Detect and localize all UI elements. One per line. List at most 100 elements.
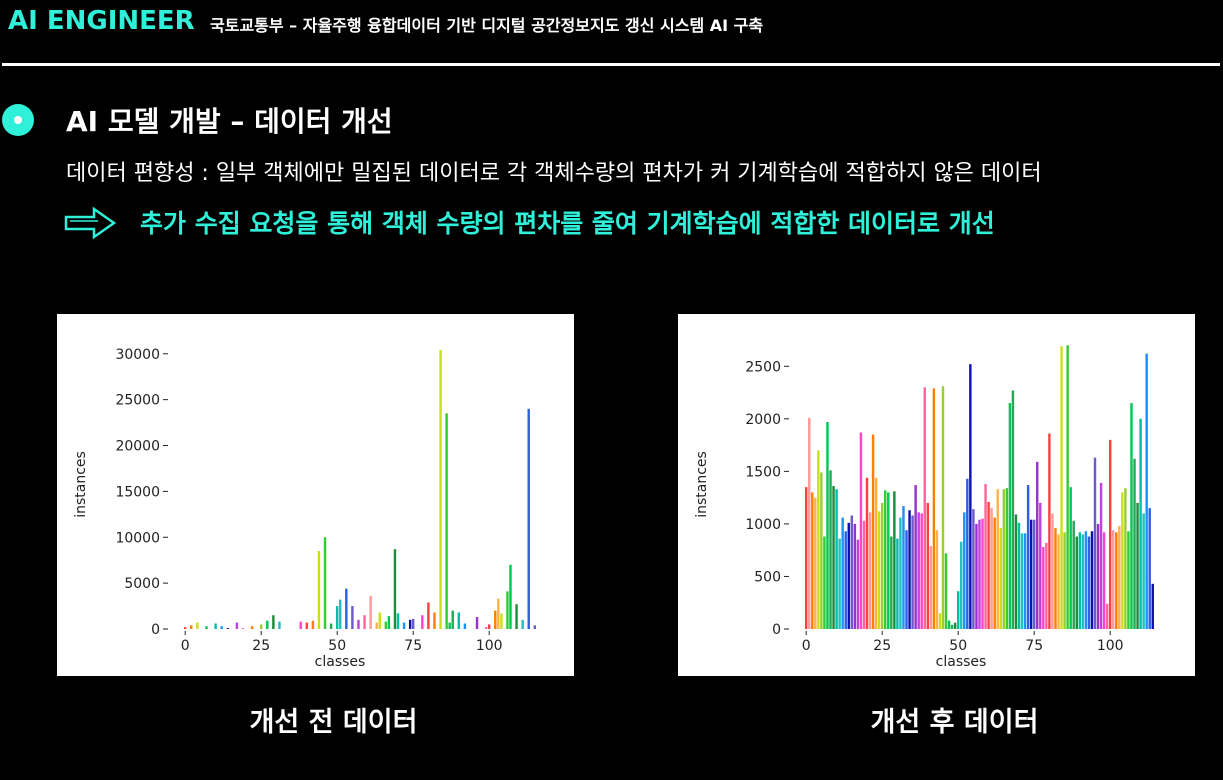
bar [1020, 533, 1024, 629]
x-tick-label: 50 [328, 638, 346, 654]
bar [981, 518, 984, 629]
bar [393, 549, 397, 629]
bar [299, 621, 302, 629]
y-tick-label: 15000 [115, 484, 160, 500]
bar [914, 485, 917, 629]
bar [1099, 482, 1103, 629]
x-tick-label: 100 [476, 638, 503, 654]
y-tick-label: 0 [151, 622, 160, 638]
bar [402, 622, 406, 629]
bar [1029, 519, 1033, 629]
bar [929, 545, 933, 629]
bar [500, 613, 503, 629]
y-axis-label: instances [73, 451, 89, 518]
y-axis-label: instances [694, 451, 710, 518]
bar [205, 626, 208, 629]
x-tick-label: 75 [1025, 638, 1043, 654]
bar [896, 538, 899, 629]
bar [235, 622, 239, 629]
bar [987, 501, 990, 629]
bar [1039, 502, 1042, 629]
bar [1045, 542, 1048, 629]
bar [1011, 390, 1015, 629]
bar [1142, 513, 1145, 629]
y-tick-label: 20000 [115, 439, 160, 455]
bar [814, 497, 817, 629]
bar [1136, 502, 1139, 629]
bar [1002, 489, 1006, 629]
bar [1084, 531, 1088, 629]
y-tick-label: 5000 [124, 576, 160, 592]
bar [220, 626, 223, 629]
bar [808, 417, 811, 629]
bar [506, 591, 509, 629]
bar [1063, 532, 1066, 629]
chart-box: 0 5000 10000 15000 20000 25000 30000 0 25 50 75 100… [57, 314, 574, 676]
bar [278, 621, 281, 629]
bar [877, 511, 881, 629]
bar [859, 432, 863, 629]
bar [966, 478, 969, 629]
bar [868, 512, 872, 629]
header-title: 국토교통부 – 자율주행 융합데이터 기반 디지털 공간정보지도 갱신 시스템 … [210, 16, 764, 35]
bar [1096, 523, 1100, 629]
bar [521, 619, 524, 629]
x-tick-label: 50 [949, 638, 967, 654]
bar [1124, 488, 1127, 629]
bar [996, 489, 999, 629]
bar [844, 531, 847, 629]
bar [811, 492, 814, 629]
bar [339, 599, 342, 629]
bar [874, 477, 878, 629]
chart-box: 0 500 1000 1500 2000 2500 0 25 50 75 100 classes ins… [678, 314, 1195, 676]
bar [838, 538, 841, 629]
bar [884, 490, 887, 629]
bar [317, 551, 321, 629]
bar [1026, 485, 1030, 629]
bar [902, 506, 905, 629]
x-axis-label: classes [315, 654, 366, 670]
bar [899, 517, 902, 629]
y-tick-label: 1500 [745, 464, 781, 480]
bar [993, 517, 996, 629]
bar [1148, 508, 1151, 629]
bar [427, 602, 430, 629]
bar [890, 536, 893, 629]
bar [475, 617, 479, 629]
bar [847, 522, 850, 629]
bar [826, 421, 829, 629]
bar [950, 624, 954, 629]
bar [272, 615, 275, 629]
bar [533, 625, 537, 629]
x-tick-label: 100 [1097, 638, 1124, 654]
chart-caption: 개선 전 데이터 [249, 707, 418, 738]
bar [515, 604, 518, 629]
y-tick-label: 25000 [115, 393, 160, 409]
bar [451, 610, 454, 629]
y-tick-label: 2000 [745, 412, 781, 428]
bar [509, 564, 512, 629]
bar [190, 625, 193, 629]
bar [804, 487, 808, 629]
bar [960, 541, 963, 629]
bar [984, 483, 987, 629]
bar [305, 622, 309, 629]
bar [862, 520, 866, 629]
bar [439, 350, 442, 629]
bar [1042, 547, 1045, 629]
bar [932, 388, 936, 629]
bar [990, 508, 993, 629]
bar [1130, 403, 1133, 629]
bar [497, 598, 500, 629]
bar [1093, 457, 1097, 629]
bar [832, 486, 835, 629]
x-tick-label: 25 [873, 638, 891, 654]
bar [841, 517, 844, 629]
bar [351, 606, 354, 629]
bar [1112, 530, 1115, 629]
bar [1127, 531, 1130, 629]
bar [820, 472, 823, 629]
bar [975, 523, 978, 629]
bar [999, 528, 1002, 629]
